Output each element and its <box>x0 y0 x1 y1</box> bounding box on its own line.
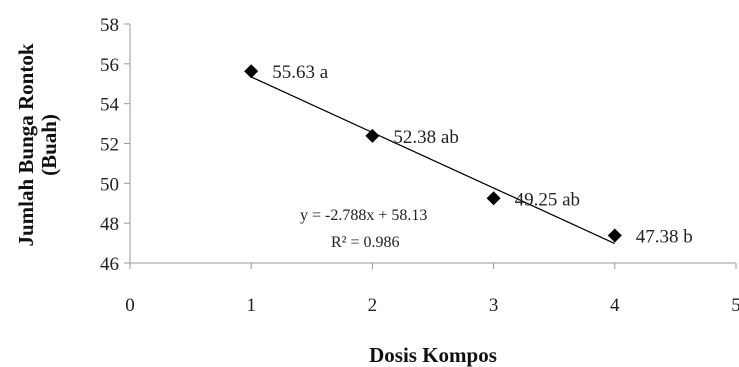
data-label: 47.38 b <box>636 227 693 248</box>
y-tick-labels: 46 48 50 52 54 56 58 <box>100 15 130 275</box>
y-axis-title-line1: Jumlah Bunga Rontok <box>14 43 38 246</box>
data-point-marker <box>486 191 501 206</box>
y-tick-label: 54 <box>100 95 120 116</box>
y-axis-title-line2: (Buah) <box>37 114 61 176</box>
data-label: 55.63 a <box>272 62 329 83</box>
y-tick-label: 52 <box>100 135 119 156</box>
y-axis-title: Jumlah Bunga Rontok (Buah) <box>14 43 61 246</box>
x-tick-labels: 0 1 2 3 4 5 <box>125 263 739 316</box>
data-label: 52.38 ab <box>393 127 458 148</box>
trendline-group <box>250 76 616 245</box>
y-tick-label: 48 <box>100 214 119 235</box>
data-label: 49.25 ab <box>515 189 580 210</box>
x-tick-label: 3 <box>489 295 499 316</box>
y-tick-label: 50 <box>100 174 119 195</box>
r-squared-label: R² = 0.986 <box>331 234 400 251</box>
x-tick-label: 5 <box>731 295 739 316</box>
y-tick-label: 56 <box>100 55 119 76</box>
x-tick-label: 1 <box>246 295 256 316</box>
data-point-marker <box>365 128 380 143</box>
data-labels: 55.63 a 52.38 ab 49.25 ab 47.38 b <box>272 62 693 247</box>
x-tick-label: 4 <box>610 295 620 316</box>
x-tick-label: 2 <box>368 295 378 316</box>
data-point-marker <box>244 64 259 79</box>
data-points <box>244 64 622 243</box>
data-point-marker <box>607 228 622 243</box>
trendline-equation: y = -2.788x + 58.13 <box>300 207 427 224</box>
y-tick-label: 58 <box>100 15 119 36</box>
x-axis-title: Dosis Kompos <box>369 343 497 367</box>
y-tick-label: 46 <box>100 254 119 275</box>
x-tick-label: 0 <box>125 295 135 316</box>
trendline <box>250 76 616 245</box>
